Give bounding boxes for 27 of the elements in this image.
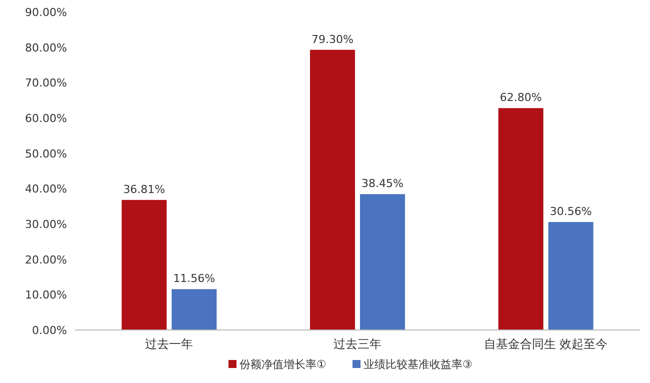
y-tick-label: 30.00% (25, 218, 67, 231)
x-tick-label: 过去三年 (334, 337, 382, 351)
data-label: 62.80% (500, 91, 542, 104)
data-label: 36.81% (123, 182, 166, 196)
x-tick-label: 自基金合同生 效起至今 (484, 337, 608, 351)
bar (548, 222, 594, 330)
y-tick-label: 80.00% (25, 41, 67, 54)
y-tick-label: 40.00% (25, 182, 67, 196)
bar (498, 108, 544, 330)
data-label: 11.56% (173, 272, 216, 286)
legend-label: 份额净值增长率① (240, 358, 326, 371)
legend-label: 业绩比较基准收益率③ (364, 358, 472, 371)
bar (122, 200, 167, 330)
y-tick-label: 0.00% (32, 324, 67, 337)
bar (360, 194, 405, 330)
x-tick-label: 过去一年 (145, 337, 194, 351)
data-label: 30.56% (550, 205, 592, 218)
data-label: 79.30% (312, 32, 354, 46)
y-tick-label: 70.00% (25, 76, 67, 90)
bar (310, 50, 355, 330)
y-tick-label: 20.00% (25, 253, 67, 266)
y-tick-label: 60.00% (25, 112, 67, 125)
bar (172, 289, 217, 330)
y-tick-label: 10.00% (25, 288, 67, 302)
y-tick-label: 90.00% (25, 6, 67, 19)
y-tick-label: 50.00% (25, 147, 67, 160)
data-label: 38.45% (362, 177, 404, 190)
